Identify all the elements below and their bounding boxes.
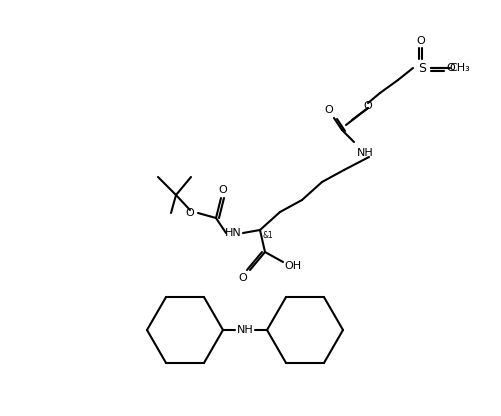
Text: S: S [417, 62, 425, 74]
Text: O: O [238, 273, 247, 283]
Text: NH: NH [236, 325, 253, 335]
Text: O: O [324, 105, 333, 115]
Text: O: O [363, 101, 372, 111]
Text: O: O [185, 208, 194, 218]
Text: HN: HN [224, 228, 241, 238]
Text: O: O [218, 185, 227, 195]
Text: O: O [446, 63, 454, 73]
Text: OH: OH [284, 261, 301, 271]
Text: CH₃: CH₃ [449, 63, 469, 73]
Text: O: O [416, 36, 424, 46]
Text: NH: NH [356, 148, 373, 158]
Text: &1: &1 [262, 230, 273, 240]
